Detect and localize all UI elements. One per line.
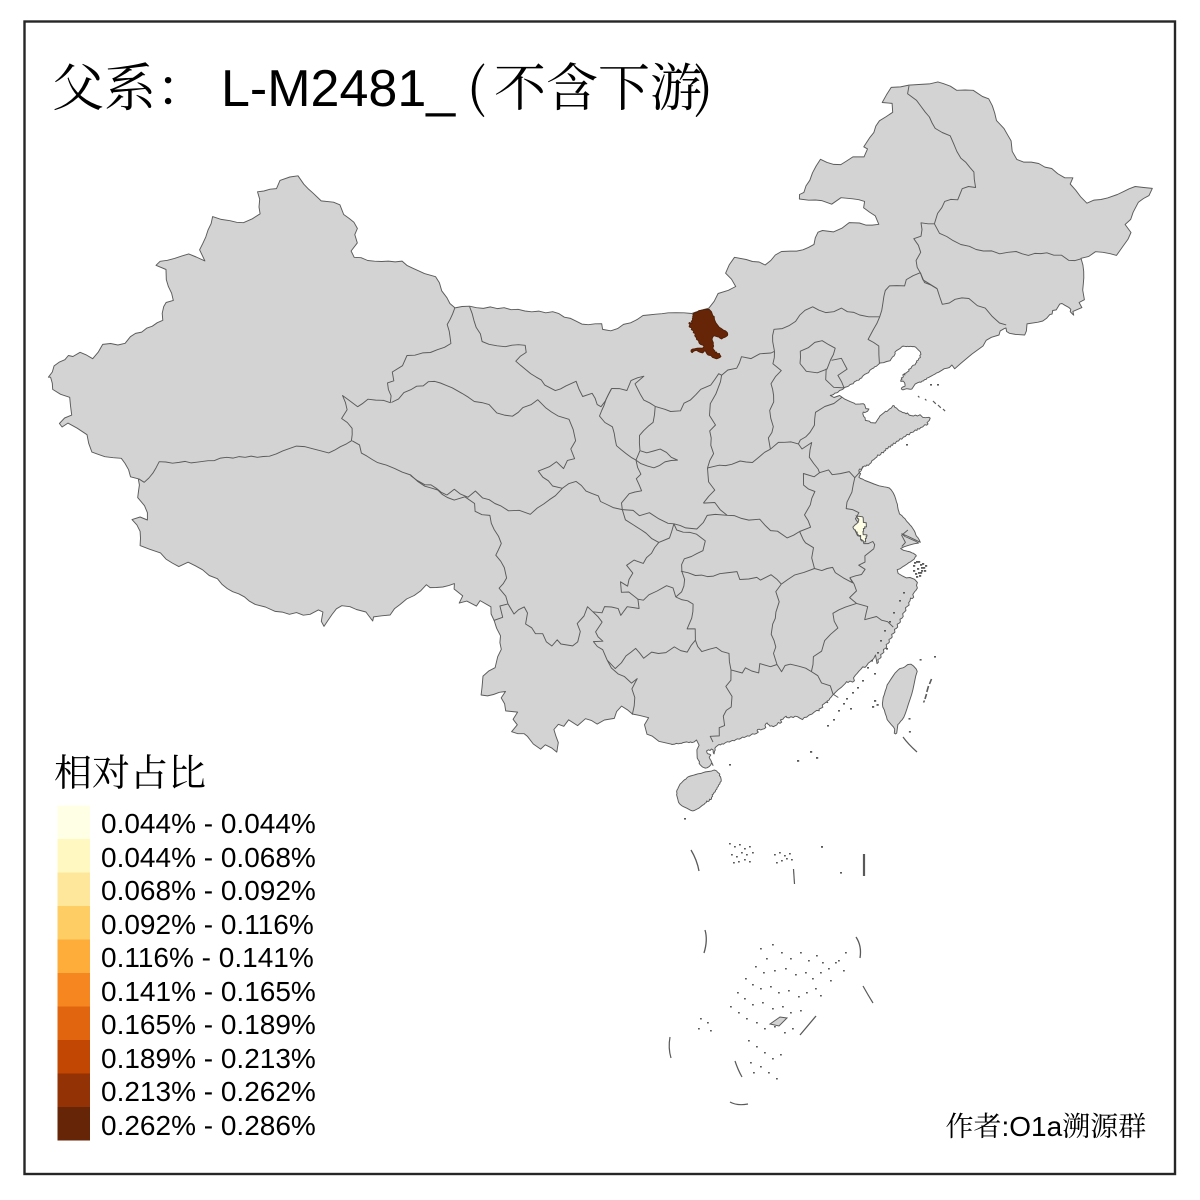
svg-text:0.092% - 0.116%: 0.092% - 0.116%	[101, 909, 314, 940]
svg-text:0.262% - 0.286%: 0.262% - 0.286%	[101, 1110, 316, 1141]
svg-text:0.068% - 0.092%: 0.068% - 0.092%	[101, 875, 316, 906]
svg-text:0.213% - 0.262%: 0.213% - 0.262%	[101, 1076, 316, 1107]
svg-text:0.044% - 0.044%: 0.044% - 0.044%	[101, 808, 316, 839]
svg-text:0.141% - 0.165%: 0.141% - 0.165%	[101, 976, 316, 1007]
svg-text:0.044% - 0.068%: 0.044% - 0.068%	[101, 842, 316, 873]
svg-text:0.116% - 0.141%: 0.116% - 0.141%	[101, 942, 314, 973]
svg-text:0.189% - 0.213%: 0.189% - 0.213%	[101, 1043, 316, 1074]
svg-text::O1a: :O1a	[1002, 1111, 1063, 1142]
svg-text:L-M2481_: L-M2481_	[221, 60, 456, 118]
svg-text:0.165% - 0.189%: 0.165% - 0.189%	[101, 1009, 316, 1040]
